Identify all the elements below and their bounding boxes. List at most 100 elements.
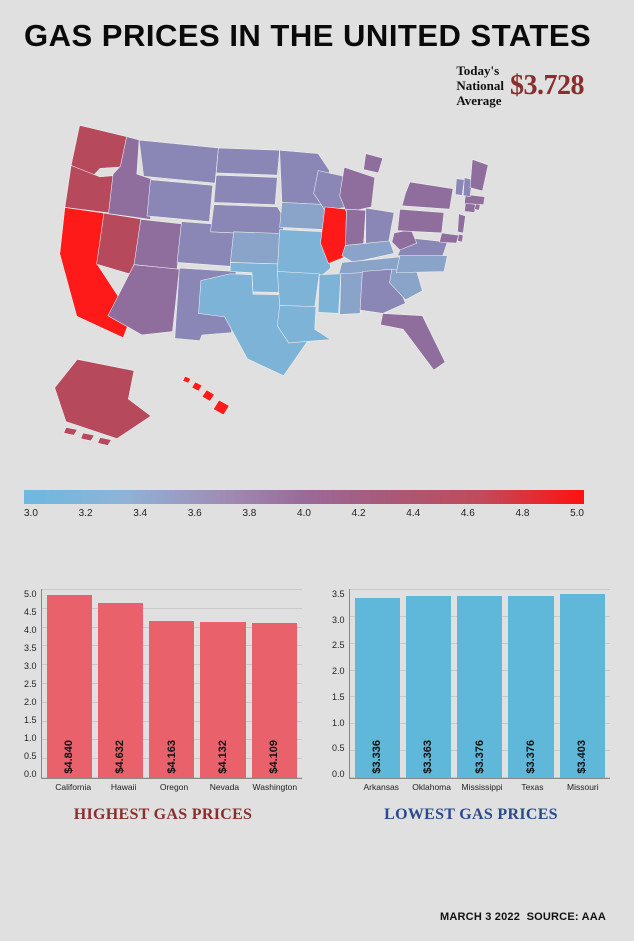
bar-value-label: $4.109 (268, 736, 280, 778)
bar-item: $3.336 (352, 589, 403, 778)
avg-label-line1: Today's (456, 63, 499, 78)
y-tick: 2.0 (24, 697, 37, 707)
state-ak (55, 359, 151, 445)
bar-rect: $4.840 (47, 595, 92, 778)
highest-barchart: 5.0 4.5 4.0 3.5 3.0 2.5 2.0 1.5 1.0 0.5 0.0 $4.840… (24, 589, 302, 779)
y-tick: 3.5 (332, 589, 345, 599)
low-bars: $3.336 $3.363 $3.376 $3.376 $3.403 (350, 589, 610, 778)
state-in (345, 209, 365, 249)
avg-label-line2: National (456, 78, 504, 93)
color-scale-bar (24, 490, 584, 504)
footer-source: SOURCE: AAA (527, 911, 606, 923)
high-y-axis: 5.0 4.5 4.0 3.5 3.0 2.5 2.0 1.5 1.0 0.5 0.0 (24, 589, 41, 779)
scale-tick: 3.8 (242, 508, 256, 519)
state-ia (280, 202, 326, 229)
bar-item: $4.132 (197, 589, 248, 778)
bar-rect: $4.163 (149, 621, 194, 778)
y-tick: 4.5 (24, 607, 37, 617)
y-tick: 3.5 (24, 643, 37, 653)
lowest-chart-title: LOWEST GAS PRICES (332, 806, 610, 824)
lowest-barchart: 3.53.02.52.01.51.00.50.0 $3.336$3.363$3.… (332, 589, 610, 779)
infographic-container: GAS PRICES IN THE UNITED STATES Today's … (0, 0, 634, 941)
state-ut (134, 219, 182, 269)
state-ms (318, 274, 341, 314)
y-tick: 3.0 (24, 661, 37, 671)
low-y-axis: 3.53.02.52.01.51.00.50.0 (332, 589, 349, 779)
bar-value-label: $3.376 (525, 736, 537, 778)
state-oh (366, 208, 394, 244)
state-mi (340, 154, 383, 213)
bar-value-label: $4.632 (114, 736, 126, 778)
state-vt (455, 179, 464, 196)
bar-rect: $3.376 (457, 596, 502, 778)
color-scale: 3.03.23.43.63.84.04.24.44.64.85.0 (24, 490, 584, 519)
high-x-labels: CaliforniaHawaiiOregonNevadaWashington (46, 779, 302, 792)
highest-chart-block: 5.0 4.5 4.0 3.5 3.0 2.5 2.0 1.5 1.0 0.5 0.0 $4.840… (24, 589, 302, 824)
state-nd (216, 148, 279, 175)
scale-tick: 5.0 (570, 508, 584, 519)
low-x-labels: ArkansasOklahomaMississippiTexasMissouri (354, 779, 610, 792)
state-nc (396, 256, 447, 273)
scale-tick: 4.2 (352, 508, 366, 519)
bar-value-label: $3.336 (371, 736, 383, 778)
y-tick: 1.5 (24, 715, 37, 725)
bar-item: $4.163 (146, 589, 197, 778)
y-tick: 2.0 (332, 666, 345, 676)
state-ne (211, 205, 285, 236)
bar-item: $4.632 (95, 589, 146, 778)
state-mt (139, 140, 218, 183)
bar-rect: $4.132 (200, 622, 245, 778)
y-tick: 5.0 (24, 589, 37, 599)
y-tick: 0.5 (24, 751, 37, 761)
bar-x-label: California (48, 779, 98, 792)
scale-tick: 3.2 (79, 508, 93, 519)
bar-x-label: Washington (250, 779, 300, 792)
y-tick: 1.0 (24, 733, 37, 743)
y-tick: 0.0 (24, 769, 37, 779)
bar-item: $3.376 (454, 589, 505, 778)
y-tick: 0.5 (332, 743, 345, 753)
y-tick: 3.0 (332, 615, 345, 625)
scale-tick: 3.6 (188, 508, 202, 519)
bar-item: $4.840 (44, 589, 95, 778)
bar-rect: $3.336 (355, 598, 400, 778)
y-tick: 4.0 (24, 625, 37, 635)
national-average-block: Today's National Average $3.728 (456, 64, 584, 109)
state-de (458, 234, 464, 242)
footer: MARCH 3 2022 SOURCE: AAA (440, 911, 606, 923)
footer-date: MARCH 3 2022 (440, 911, 520, 923)
state-md (439, 233, 458, 243)
bar-x-label: Oklahoma (406, 779, 456, 792)
avg-label-line3: Average (456, 93, 501, 108)
scale-tick: 3.0 (24, 508, 38, 519)
state-me (470, 159, 488, 191)
bar-x-label: Arkansas (356, 779, 406, 792)
bar-rect: $4.632 (98, 603, 143, 778)
scale-tick: 3.4 (133, 508, 147, 519)
bar-value-label: $3.403 (576, 736, 588, 778)
state-fl (381, 313, 446, 370)
color-scale-ticks: 3.03.23.43.63.84.04.24.44.64.85.0 (24, 508, 584, 519)
state-ar (277, 272, 319, 307)
scale-tick: 4.0 (297, 508, 311, 519)
bar-rect: $3.376 (508, 596, 553, 778)
scale-tick: 4.8 (515, 508, 529, 519)
y-tick: 1.0 (332, 718, 345, 728)
main-title: GAS PRICES IN THE UNITED STATES (24, 18, 610, 54)
y-tick: 0.0 (332, 769, 345, 779)
bar-rect: $3.403 (560, 594, 605, 778)
scale-tick: 4.4 (406, 508, 420, 519)
low-plot-area: $3.336 $3.363 $3.376 $3.376 $3.403 (349, 589, 610, 779)
bar-x-label: Oregon (149, 779, 199, 792)
high-plot-area: $4.840 $4.632 $4.163 $4.132 $4.109 (41, 589, 302, 779)
bar-value-label: $3.363 (422, 736, 434, 778)
state-sd (214, 175, 277, 204)
bar-item: $3.403 (557, 589, 608, 778)
national-average-label: Today's National Average (456, 64, 504, 109)
state-hi (183, 376, 229, 415)
y-tick: 2.5 (24, 679, 37, 689)
bar-value-label: $4.132 (217, 736, 229, 778)
bar-rect: $3.363 (406, 596, 451, 778)
national-average-value: $3.728 (510, 70, 584, 102)
bar-x-label: Mississippi (457, 779, 507, 792)
